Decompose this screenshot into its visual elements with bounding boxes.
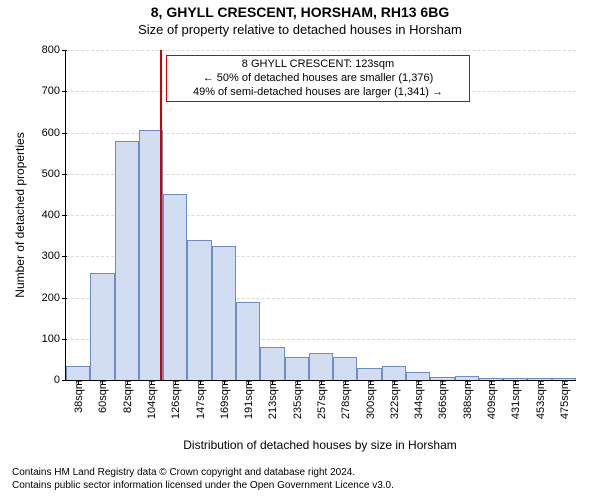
x-tick-label: 213sqm — [265, 380, 279, 419]
y-tick-label: 800 — [42, 44, 66, 56]
footer-line: Contains HM Land Registry data © Crown c… — [12, 466, 394, 479]
chart-container: 8, GHYLL CRESCENT, HORSHAM, RH13 6BG Siz… — [0, 0, 600, 500]
histogram-bar — [163, 194, 187, 380]
histogram-bar — [115, 141, 139, 380]
x-tick-label: 278sqm — [338, 380, 352, 419]
x-tick-label: 475sqm — [557, 380, 571, 419]
x-tick-label: 147sqm — [193, 380, 207, 419]
y-tick-label: 600 — [42, 127, 66, 139]
y-axis-label: Number of detached properties — [13, 132, 27, 297]
x-axis-label: Distribution of detached houses by size … — [183, 438, 456, 452]
histogram-bar — [406, 372, 430, 380]
y-tick-label: 300 — [42, 250, 66, 262]
y-tick-label: 700 — [42, 85, 66, 97]
histogram-bar — [66, 366, 90, 380]
x-tick-label: 235sqm — [290, 380, 304, 419]
y-tick-label: 500 — [42, 168, 66, 180]
histogram-bar — [212, 246, 236, 380]
annotation-box: 8 GHYLL CRESCENT: 123sqm ← 50% of detach… — [166, 55, 470, 102]
x-tick-label: 322sqm — [387, 380, 401, 419]
x-tick-label: 169sqm — [217, 380, 231, 419]
x-tick-label: 300sqm — [363, 380, 377, 419]
x-tick-label: 82sqm — [120, 380, 134, 413]
x-tick-label: 431sqm — [508, 380, 522, 419]
x-tick-label: 60sqm — [95, 380, 109, 413]
footer-attribution: Contains HM Land Registry data © Crown c… — [12, 466, 394, 492]
y-tick-label: 100 — [42, 333, 66, 345]
histogram-bar — [187, 240, 211, 380]
x-tick-label: 409sqm — [484, 380, 498, 419]
y-tick-label: 0 — [54, 374, 66, 386]
annotation-line: 49% of semi-detached houses are larger (… — [173, 86, 463, 100]
histogram-bar — [236, 302, 260, 380]
histogram-bar — [260, 347, 284, 380]
annotation-line: ← 50% of detached houses are smaller (1,… — [173, 72, 463, 86]
x-tick-label: 453sqm — [533, 380, 547, 419]
x-tick-label: 257sqm — [314, 380, 328, 419]
histogram-bar — [333, 357, 357, 380]
x-tick-label: 366sqm — [435, 380, 449, 419]
annotation-line: 8 GHYLL CRESCENT: 123sqm — [173, 58, 463, 72]
histogram-bar — [382, 366, 406, 380]
y-tick-label: 400 — [42, 209, 66, 221]
chart-subtitle: Size of property relative to detached ho… — [0, 22, 600, 38]
x-tick-label: 344sqm — [411, 380, 425, 419]
x-tick-label: 126sqm — [168, 380, 182, 419]
marker-line — [160, 50, 162, 380]
histogram-bar — [309, 353, 333, 380]
histogram-bar — [90, 273, 114, 380]
gridline — [66, 50, 576, 51]
x-tick-label: 191sqm — [241, 380, 255, 419]
histogram-bar — [285, 357, 309, 380]
y-tick-label: 200 — [42, 292, 66, 304]
histogram-bar — [357, 368, 381, 380]
chart-title: 8, GHYLL CRESCENT, HORSHAM, RH13 6BG — [0, 0, 600, 22]
x-tick-label: 104sqm — [144, 380, 158, 419]
x-tick-label: 38sqm — [71, 380, 85, 413]
plot-area: 010020030040050060070080038sqm60sqm82sqm… — [65, 50, 576, 381]
footer-line: Contains public sector information licen… — [12, 479, 394, 492]
x-tick-label: 388sqm — [460, 380, 474, 419]
